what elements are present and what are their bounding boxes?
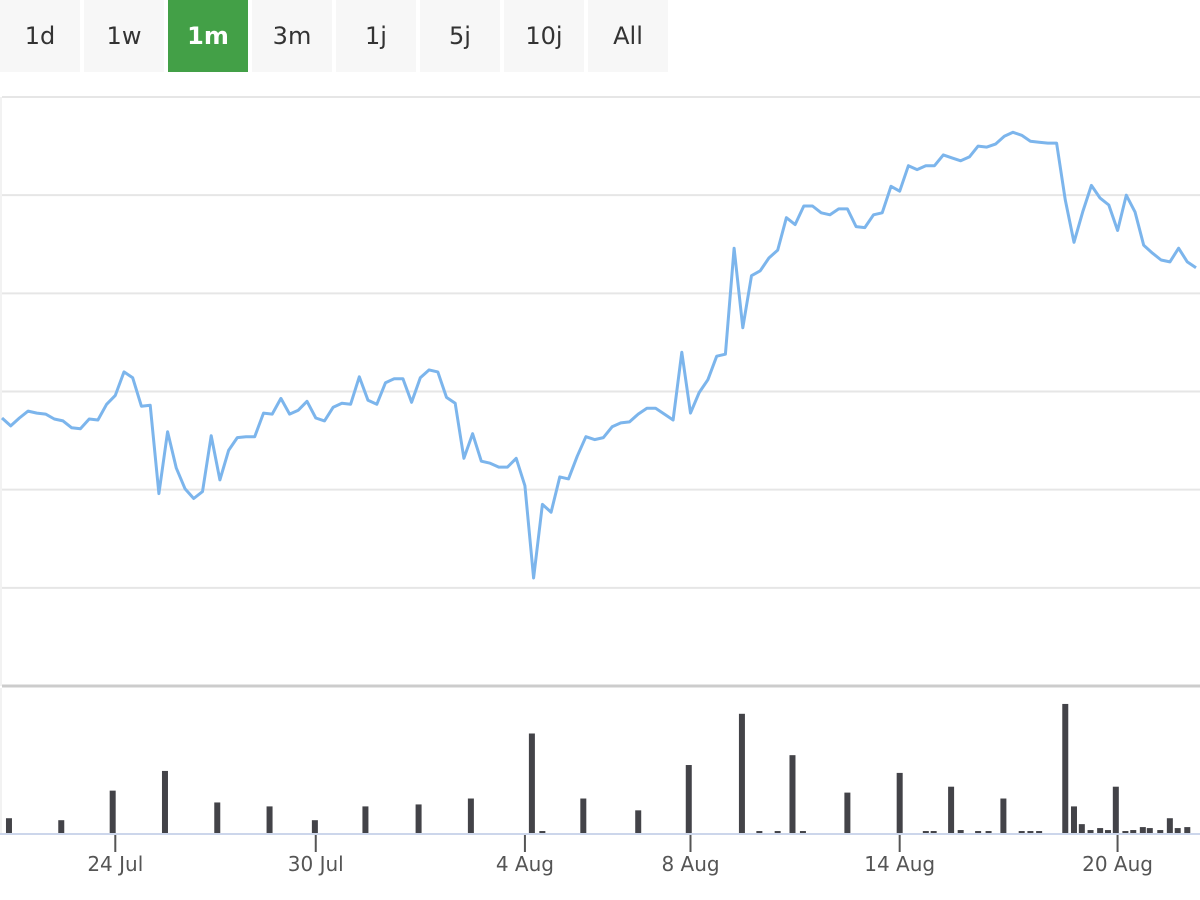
volume-bar (957, 830, 964, 833)
range-button[interactable]: 5j (420, 0, 500, 72)
volume-bar (896, 772, 903, 833)
range-button[interactable]: 10j (504, 0, 584, 72)
volume-bar (161, 770, 168, 833)
volume-bar (799, 831, 806, 833)
volume-bar (580, 798, 587, 833)
volume-bar (415, 804, 422, 833)
volume-bar (975, 831, 982, 833)
volume-bar (1157, 830, 1164, 833)
x-tick-label: 30 Jul (288, 852, 344, 876)
volume-bar (528, 733, 535, 833)
volume-bar (1078, 824, 1085, 833)
volume-bar (1087, 830, 1094, 833)
volume-bar (930, 831, 937, 833)
volume-bar (985, 831, 992, 833)
volume-bar (1070, 806, 1077, 833)
range-button[interactable]: All (588, 0, 668, 72)
x-tick-label: 14 Aug (864, 852, 935, 876)
volume-bar (467, 798, 474, 833)
volume-bar (1097, 828, 1104, 833)
volume-bar (311, 820, 318, 833)
volume-bar (1122, 831, 1129, 833)
price-line (0, 130, 1197, 580)
volume-bar (1000, 798, 1007, 833)
volume-bar (635, 810, 642, 833)
volume-bar (1146, 828, 1153, 833)
range-button[interactable]: 1d (0, 0, 80, 72)
volume-bar (685, 765, 692, 833)
volume-bar (1027, 831, 1034, 833)
volume-bar (58, 820, 65, 833)
volume-bar (738, 713, 745, 833)
volume-bar (922, 831, 929, 833)
x-tick-label: 20 Aug (1082, 852, 1153, 876)
volume-bar (756, 831, 763, 833)
range-button[interactable]: 1w (84, 0, 164, 72)
volume-bar (5, 818, 12, 833)
volume-bar (1130, 830, 1137, 833)
volume-bar (362, 806, 369, 833)
volume-bar (539, 831, 546, 833)
volume-bar (1104, 830, 1111, 833)
range-button[interactable]: 1m (168, 0, 248, 72)
range-button[interactable]: 3m (252, 0, 332, 72)
volume-bar (948, 786, 955, 833)
volume-bar (1166, 818, 1173, 833)
volume-bar (1184, 827, 1191, 833)
volume-bar (844, 792, 851, 833)
volume-bar (1062, 703, 1069, 833)
volume-bar (1018, 831, 1025, 833)
x-tick-label: 24 Jul (87, 852, 143, 876)
volume-bar (214, 802, 221, 833)
volume-bar (1036, 831, 1043, 833)
volume-bar (774, 831, 781, 833)
volume-bar (1174, 828, 1181, 833)
x-tick-label: 4 Aug (496, 852, 554, 876)
volume-bar (109, 790, 116, 833)
volume-bar (1139, 827, 1146, 833)
volume-bar (789, 755, 796, 833)
volume-bar (266, 806, 273, 833)
x-tick-label: 8 Aug (661, 852, 719, 876)
volume-bar (1112, 786, 1119, 833)
range-button[interactable]: 1j (336, 0, 416, 72)
